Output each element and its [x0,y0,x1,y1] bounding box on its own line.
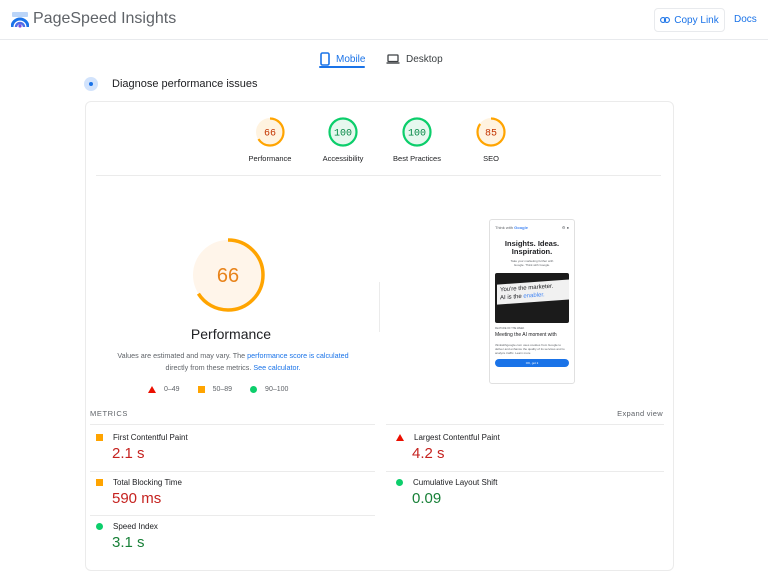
smartphone-icon [320,52,330,66]
svg-text:100: 100 [334,129,352,140]
section-title: Diagnose performance issues [112,78,258,90]
metric-label: Cumulative Layout Shift [413,478,498,487]
vertical-divider [379,282,380,332]
divider [96,175,661,176]
screenshot-icons: ⚙ ● [561,225,569,230]
tab-mobile-label: Mobile [336,53,366,65]
metric-value: 0.09 [412,490,442,507]
gauge-label: Accessibility [322,154,364,163]
screenshot-subline: Take your marketing further with Google.… [510,259,554,267]
legend-range: 90–100 [265,386,289,393]
gauge-best-practices[interactable]: 100 Best Practices [377,116,457,163]
device-tabs: Mobile Desktop [0,44,768,70]
tab-mobile[interactable]: Mobile [320,48,365,70]
score-ring-icon: 100 [402,117,432,147]
legend-average: 50–89 [197,386,233,393]
triangle-icon [148,386,156,393]
diagnose-icon [84,77,98,91]
circle-icon [396,479,403,486]
gauge-seo[interactable]: 85 SEO [451,116,531,163]
metrics-header: METRICS [90,409,128,418]
metric-value: 2.1 s [112,445,145,462]
metric-value: 3.1 s [112,534,145,551]
legend-range: 50–89 [212,386,233,393]
divider [90,424,375,425]
pagespeed-logo-icon [11,12,29,28]
note-text: directly from these metrics. [165,363,254,372]
banner-line: AI is the [500,293,524,302]
score-ring-icon: 66 [255,117,285,147]
square-icon [96,479,103,486]
metric-value: 590 ms [112,490,162,507]
laptop-icon [386,54,400,64]
metric-value: 4.2 s [412,445,445,462]
legend-range: 0–49 [164,386,180,393]
gauge-accessibility[interactable]: 100 Accessibility [303,116,383,163]
metric-label: Speed Index [113,522,158,531]
legend-fail: 0–49 [148,386,180,393]
copy-link-label: Copy Link [674,14,719,26]
link-icon [660,17,671,23]
category-gauges: 66 Performance 100 Accessibility 100 Bes… [236,116,526,176]
gauge-label: Best Practices [393,154,441,163]
tab-desktop-label: Desktop [406,53,443,65]
top-bar: PageSpeed Insights Copy Link Docs [0,0,768,40]
feature-label: FEATURE OF THE WEEK [495,327,525,330]
metric-first-contentful-paint: First Contentful Paint 2.1 s [86,433,366,477]
performance-note: Values are estimated and may vary. The p… [98,350,368,374]
app-title: PageSpeed Insights [33,10,177,27]
svg-text:66: 66 [217,265,239,287]
score-ring-icon: 85 [476,117,506,147]
performance-score-gauge: 66 [191,238,265,312]
metric-speed-index: Speed Index 3.1 s [86,522,366,566]
expand-view-toggle[interactable]: Expand view [617,409,663,418]
docs-link[interactable]: Docs [734,14,757,25]
gauge-label: Performance [248,154,292,163]
circle-icon [96,523,103,530]
cookie-text: thinkwithgoogle.com uses cookies from Go… [495,343,565,355]
gauge-performance[interactable]: 66 Performance [230,116,310,163]
screenshot-hero-image: You're the marketer. AI is the enabler. [495,273,569,323]
score-ring-icon: 100 [328,117,358,147]
performance-score-link[interactable]: performance score is calculated [247,351,349,360]
active-tab-indicator [319,66,365,68]
metric-cumulative-layout-shift: Cumulative Layout Shift 0.09 [386,478,666,522]
metric-largest-contentful-paint: Largest Contentful Paint 4.2 s [386,433,666,477]
note-text: Values are estimated and may vary. The [117,351,248,360]
cookie-ok-button: OK, got it [495,359,569,367]
page-screenshot[interactable]: Think with Google ⚙ ● Insights. Ideas. I… [489,219,575,384]
tab-desktop[interactable]: Desktop [386,48,443,70]
gauge-label: SEO [483,154,499,163]
triangle-icon [396,434,404,441]
square-icon [197,386,205,393]
circle-icon [250,386,258,393]
feature-title: Meeting the AI moment with [495,332,557,338]
score-legend: 0–49 50–89 90–100 [148,386,306,393]
copy-link-button[interactable]: Copy Link [654,8,725,32]
divider [90,471,375,472]
metric-label: Largest Contentful Paint [414,433,500,442]
divider [386,471,664,472]
divider [386,424,664,425]
divider [90,515,375,516]
svg-text:100: 100 [408,129,426,140]
svg-text:66: 66 [264,129,276,140]
metric-label: First Contentful Paint [113,433,188,442]
site-label: Think with [495,225,514,230]
see-calculator-link[interactable]: See calculator. [253,363,301,372]
legend-pass: 90–100 [250,386,288,393]
screenshot-header: Think with Google ⚙ ● [490,220,574,230]
svg-text:85: 85 [485,129,497,140]
banner-accent: enabler. [523,292,545,300]
site-brand: Google [514,225,528,230]
metric-label: Total Blocking Time [113,478,182,487]
section-heading: Diagnose performance issues [84,77,258,91]
report-card: 66 Performance 100 Accessibility 100 Bes… [85,101,674,571]
metric-total-blocking-time: Total Blocking Time 590 ms [86,478,366,522]
screenshot-headline: Insights. Ideas. Inspiration. [504,239,560,256]
hero-banner: You're the marketer. AI is the enabler. [497,279,569,305]
square-icon [96,434,103,441]
performance-title: Performance [190,326,272,342]
